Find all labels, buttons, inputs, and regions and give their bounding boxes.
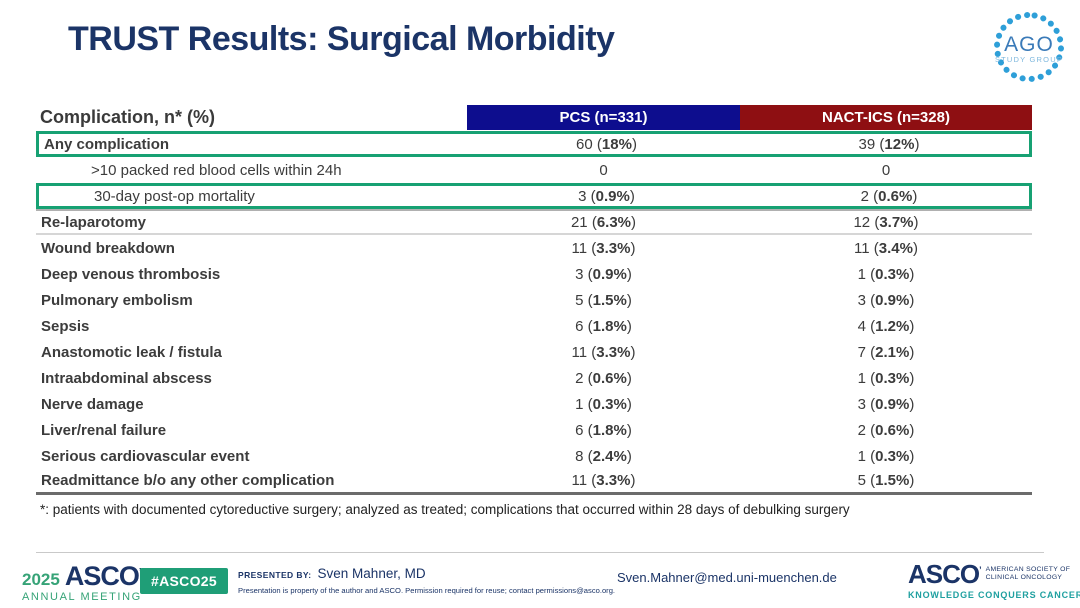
complication-label: Liver/renal failure [41, 421, 167, 439]
complication-label: 30-day post-op mortality [94, 187, 255, 205]
complications-table: Complication, n* (%) PCS (n=331) NACT-IC… [36, 105, 1032, 495]
asco-society-line1: AMERICAN SOCIETY OF [985, 565, 1071, 573]
nact-value: 1 (0.3%) [857, 447, 915, 465]
asco-wordmark: ASCO [65, 563, 141, 590]
complication-label: Readmittance b/o any other complication [41, 472, 335, 489]
ago-logo-text: AGO [1004, 33, 1054, 56]
presenter-email: Sven.Mahner@med.uni-muenchen.de [617, 570, 837, 585]
footnote: *: patients with documented cytoreductiv… [40, 502, 850, 517]
table-row: Anastomotic leak / fistula 11 (3.3%) 7 (… [36, 339, 1032, 365]
pcs-value: 11 (3.3%) [571, 343, 636, 361]
asco-society-logo: ASCO AMERICAN SOCIETY OF CLINICAL ONCOLO… [908, 561, 1080, 600]
table-header-nact: NACT-ICS (n=328) [740, 105, 1032, 130]
nact-value: 0 [881, 161, 891, 179]
complication-label: Deep venous thrombosis [41, 265, 221, 283]
pcs-value: 0 [599, 161, 608, 179]
table-row: Sepsis 6 (1.8%) 4 (1.2%) [36, 313, 1032, 339]
pcs-value: 2 (0.6%) [575, 369, 632, 387]
nact-value: 1 (0.3%) [857, 265, 915, 283]
table-row: 30-day post-op mortality 3 (0.9%) 2 (0.6… [36, 183, 1032, 209]
asco-society-wordmark: ASCO [908, 561, 981, 587]
nact-value: 7 (2.1%) [857, 343, 915, 361]
complication-label: Anastomotic leak / fistula [41, 343, 222, 361]
nact-value: 3 (0.9%) [857, 395, 915, 413]
pcs-value: 5 (1.5%) [575, 291, 632, 309]
nact-value: 39 (12%) [858, 135, 920, 153]
presented-by-label: PRESENTED BY: [238, 570, 312, 580]
pcs-value: 6 (1.8%) [575, 317, 632, 335]
pcs-value: 6 (1.8%) [575, 421, 632, 439]
table-row: Liver/renal failure 6 (1.8%) 2 (0.6%) [36, 417, 1032, 443]
nact-value: 2 (0.6%) [860, 187, 918, 205]
page-title: TRUST Results: Surgical Morbidity [68, 20, 615, 58]
complication-label: Re-laparotomy [41, 213, 147, 231]
complication-label: Any complication [44, 135, 170, 153]
asco-tagline: KNOWLEDGE CONQUERS CANCER [908, 590, 1080, 600]
table-row: Intraabdominal abscess 2 (0.6%) 1 (0.3%) [36, 365, 1032, 391]
presenter-block: PRESENTED BY: Sven Mahner, MD Presentati… [238, 566, 615, 595]
pcs-value: 3 (0.9%) [575, 265, 632, 283]
asco-society-name: AMERICAN SOCIETY OF CLINICAL ONCOLOGY [986, 566, 1071, 583]
ago-dotted-ring-icon: AGO STUDY GROUP [994, 12, 1064, 82]
table-row: Deep venous thrombosis 3 (0.9%) 1 (0.3%) [36, 261, 1032, 287]
pcs-value: 1 (0.3%) [575, 395, 632, 413]
pcs-value: 11 (3.3%) [571, 472, 636, 489]
complication-label: >10 packed red blood cells within 24h [91, 161, 342, 179]
table-row: Any complication 60 (18%) 39 (12%) [36, 131, 1032, 157]
complication-label: Sepsis [41, 317, 90, 335]
nact-value: 2 (0.6%) [857, 421, 915, 439]
nact-value: 3 (0.9%) [857, 291, 915, 309]
table-row: Re-laparotomy 21 (6.3%) 12 (3.7%) [36, 209, 1032, 235]
table-row: Serious cardiovascular event 8 (2.4%) 1 … [36, 443, 1032, 469]
table-row: >10 packed red blood cells within 24h 0 … [36, 157, 1032, 183]
table-row: Readmittance b/o any other complication … [36, 469, 1032, 495]
complication-label: Pulmonary embolism [41, 291, 193, 309]
complication-label: Nerve damage [41, 395, 144, 413]
meeting-year: 2025 [22, 570, 60, 589]
asco-society-line2: CLINICAL ONCOLOGY [985, 574, 1063, 581]
ago-study-group-logo: AGO STUDY GROUP [986, 6, 1072, 92]
disclaimer-text: Presentation is property of the author a… [238, 586, 616, 595]
nact-value: 12 (3.7%) [853, 213, 919, 231]
nact-value: 4 (1.2%) [857, 317, 915, 335]
hashtag-badge: #ASCO25 [140, 568, 228, 594]
pcs-value: 8 (2.4%) [575, 447, 632, 465]
asco-annual-meeting-logo: 2025 ASCO ANNUAL MEETING [22, 563, 142, 603]
nact-value: 11 (3.4%) [854, 239, 918, 257]
table-row: Wound breakdown 11 (3.3%) 11 (3.4%) [36, 235, 1032, 261]
pcs-value: 21 (6.3%) [570, 213, 637, 231]
nact-value: 5 (1.5%) [857, 472, 915, 489]
pcs-value: 60 (18%) [576, 135, 637, 153]
presenter-name: Sven Mahner, MD [317, 566, 426, 581]
table-row: Pulmonary embolism 5 (1.5%) 3 (0.9%) [36, 287, 1032, 313]
table-header-label: Complication, n* (%) [40, 107, 215, 127]
nact-value: 1 (0.3%) [857, 369, 915, 387]
footer-divider [36, 552, 1044, 553]
annual-meeting-label: ANNUAL MEETING [22, 591, 142, 603]
complication-label: Wound breakdown [41, 239, 175, 257]
table-header-pcs: PCS (n=331) [467, 105, 740, 130]
complication-label: Serious cardiovascular event [41, 447, 250, 465]
table-header-row: Complication, n* (%) PCS (n=331) NACT-IC… [36, 105, 1032, 130]
pcs-value: 3 (0.9%) [578, 187, 635, 205]
pcs-value: 11 (3.3%) [571, 239, 636, 257]
table-body: Any complication 60 (18%) 39 (12%) >10 p… [36, 131, 1032, 495]
ago-logo-subtitle: STUDY GROUP [995, 55, 1063, 64]
table-row: Nerve damage 1 (0.3%) 3 (0.9%) [36, 391, 1032, 417]
complication-label: Intraabdominal abscess [41, 369, 212, 387]
